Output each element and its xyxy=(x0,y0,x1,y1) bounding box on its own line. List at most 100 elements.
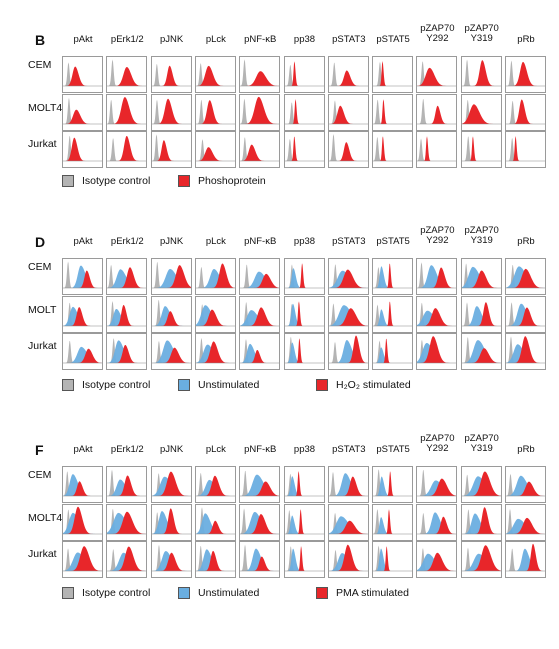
isotype-histogram xyxy=(107,59,147,86)
legend-label: Phoshoprotein xyxy=(198,175,266,187)
phosphoprotein-histogram xyxy=(195,550,235,571)
histogram xyxy=(461,263,501,289)
histogram-cell xyxy=(505,131,546,168)
unstimulated-histogram xyxy=(284,548,324,571)
histogram-cell xyxy=(239,56,281,93)
histogram-cell xyxy=(372,541,414,578)
column-header: pNF-κB xyxy=(244,34,277,45)
phosphoprotein-histogram xyxy=(195,99,235,124)
column-header: pSTAT5 xyxy=(376,444,410,455)
phosphoprotein-histogram xyxy=(461,136,501,161)
histogram-cell xyxy=(239,503,281,541)
legend-label: Unstimulated xyxy=(198,379,260,391)
isotype-histogram xyxy=(63,341,102,363)
phosphoprotein-histogram xyxy=(240,481,280,496)
legend-label: Unstimulated xyxy=(198,587,260,599)
isotype-histogram xyxy=(63,62,102,86)
histogram xyxy=(417,548,457,572)
phosphoprotein-histogram xyxy=(284,98,324,124)
histogram-cell xyxy=(416,466,458,503)
histogram-cell xyxy=(106,131,148,168)
histogram xyxy=(328,512,368,534)
histogram-cell xyxy=(460,131,502,168)
histogram-cell xyxy=(460,503,502,541)
legend-label: Isotype control xyxy=(82,175,151,187)
histogram xyxy=(373,61,413,87)
histogram xyxy=(195,139,235,162)
phosphoprotein-histogram xyxy=(461,471,501,496)
histogram xyxy=(506,265,545,289)
unstimulated-histogram xyxy=(417,553,457,571)
phosphoprotein-histogram xyxy=(63,66,102,86)
histogram xyxy=(107,96,147,124)
histogram-cell xyxy=(239,541,281,578)
legend-swatch xyxy=(178,175,190,187)
unstimulated-histogram xyxy=(151,340,191,363)
panel-letter: D xyxy=(35,234,46,250)
phosphoprotein-histogram xyxy=(107,96,147,124)
histogram-cell xyxy=(327,258,369,295)
isotype-histogram xyxy=(506,100,545,124)
unstimulated-histogram xyxy=(240,474,280,496)
histogram xyxy=(461,337,501,364)
phosphoprotein-histogram xyxy=(417,552,457,571)
legend-item: Isotype control xyxy=(62,379,150,391)
isotype-histogram xyxy=(506,60,545,86)
histogram xyxy=(195,337,235,364)
histogram-cell xyxy=(194,503,236,541)
histogram xyxy=(63,135,102,162)
unstimulated-histogram xyxy=(63,474,102,496)
phosphoprotein-histogram xyxy=(506,136,545,161)
histogram xyxy=(284,336,324,364)
phosphoprotein-histogram xyxy=(195,475,235,496)
unstimulated-histogram xyxy=(417,310,457,326)
histogram xyxy=(461,136,501,162)
histogram xyxy=(240,137,280,162)
histogram-cell xyxy=(283,466,325,503)
panel-letter: B xyxy=(35,32,46,48)
isotype-histogram xyxy=(461,136,501,161)
legend-item: Phoshoprotein xyxy=(178,175,266,187)
histogram xyxy=(63,506,102,534)
phosphoprotein-histogram xyxy=(328,544,368,571)
isotype-histogram xyxy=(373,508,413,534)
legend-swatch xyxy=(316,587,328,599)
isotype-histogram xyxy=(328,62,368,86)
histogram-cell xyxy=(327,56,369,93)
phosphoprotein-histogram xyxy=(151,65,191,86)
unstimulated-histogram xyxy=(328,473,368,496)
histogram xyxy=(284,546,324,572)
histogram-cell xyxy=(460,541,502,578)
phosphoprotein-histogram xyxy=(506,543,545,571)
histogram-cell xyxy=(460,56,502,93)
histogram xyxy=(195,506,235,534)
histogram-cell xyxy=(194,93,236,131)
column-header: pp38 xyxy=(293,444,316,455)
phosphoprotein-histogram xyxy=(195,65,235,86)
histogram xyxy=(240,59,280,87)
histogram-cell xyxy=(416,93,458,131)
isotype-histogram xyxy=(417,469,457,496)
histogram-cell xyxy=(194,333,236,370)
isotype-histogram xyxy=(63,261,102,288)
histogram xyxy=(240,301,280,326)
histogram xyxy=(373,469,413,497)
histogram xyxy=(284,300,324,326)
histogram xyxy=(63,261,102,289)
unstimulated-histogram xyxy=(107,308,147,326)
unstimulated-histogram xyxy=(195,549,235,571)
phosphoprotein-histogram xyxy=(417,336,457,363)
unstimulated-histogram xyxy=(284,303,324,326)
isotype-histogram xyxy=(373,61,413,86)
histogram-cell xyxy=(327,333,369,370)
isotype-histogram xyxy=(506,301,545,326)
phosphoprotein-histogram xyxy=(461,545,501,571)
isotype-histogram xyxy=(461,59,501,86)
phosphoprotein-histogram xyxy=(461,60,501,86)
unstimulated-histogram xyxy=(373,476,413,496)
isotype-histogram xyxy=(240,470,280,496)
unstimulated-histogram xyxy=(506,548,545,571)
histogram xyxy=(373,136,413,162)
unstimulated-histogram xyxy=(373,548,413,571)
histogram xyxy=(107,300,147,326)
